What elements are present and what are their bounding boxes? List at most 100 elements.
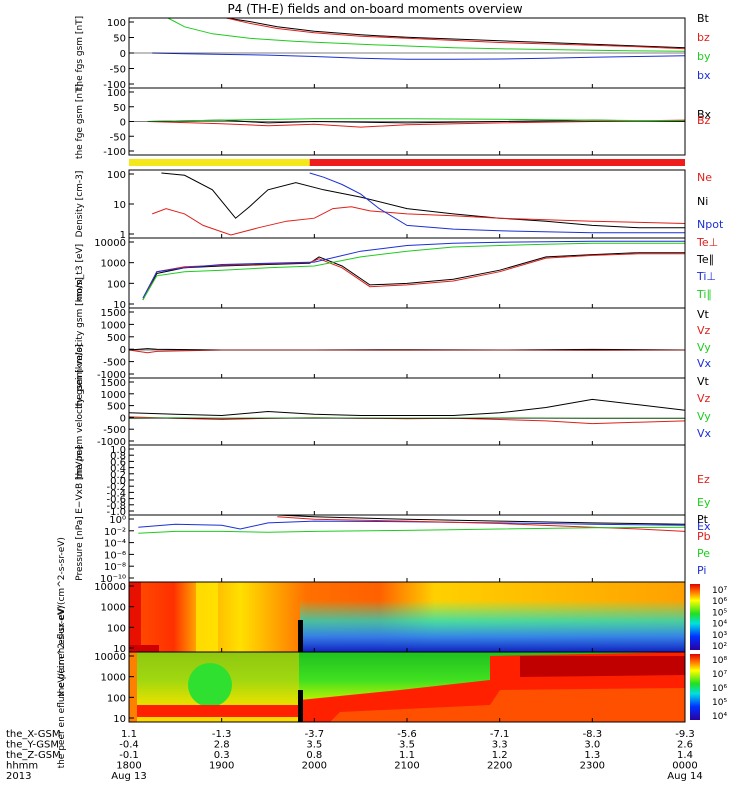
y-tick-label: 0	[120, 413, 126, 424]
y-tick-label: -1000	[97, 437, 126, 448]
series-pressure-Pt	[277, 514, 686, 525]
y-tick-label: 1000	[101, 673, 126, 684]
x-row-value: 2100	[394, 761, 419, 772]
y-tick-label: -100	[103, 147, 126, 158]
y-tick-label: 1000	[101, 603, 126, 614]
x-axis-table: the_X-GSM 1.1 -1.3 -3.7 -5.6 -7.1 -8.3 -9.3 the_…	[6, 84, 703, 782]
y-tick-label: 1000	[101, 390, 126, 401]
legend-temperature-0: Te⊥	[696, 236, 718, 249]
y-tick-label: 100	[107, 170, 126, 181]
legend-fgs_dsl-1: Bz	[697, 114, 711, 127]
y-tick-label: -0.8	[106, 501, 126, 512]
y-tick-label: 100	[107, 88, 126, 99]
colorbar-tick-label: 10⁷	[712, 670, 727, 680]
y-tick-label: 1.0	[110, 445, 126, 456]
series-density-Ni	[161, 172, 685, 229]
x-row-value: Aug 13	[111, 771, 146, 782]
ion-colorbar	[690, 584, 700, 650]
mode-bar	[129, 159, 685, 166]
y-axis-label: the peem velocity gsm [km/s]	[75, 344, 85, 479]
legend-pressure-0: Pt	[697, 513, 709, 526]
y-axis-label: the peir en eflux eV/(cm^2-s-sr-eV)	[57, 537, 67, 697]
electron-spectrogram-image	[129, 652, 685, 722]
x-row-value: 1900	[209, 761, 234, 772]
y-axis-label: the peer en eflux eV/(cm^2-s-sr-eV)	[57, 606, 67, 769]
legend-fgs-1: bz	[697, 31, 710, 44]
y-tick-label: 100	[107, 623, 126, 634]
x-row-value: 0000	[672, 761, 697, 772]
series-velocity_esa_i-Vz	[128, 349, 686, 354]
legend-density-0: Ne	[697, 171, 712, 184]
series-pressure-Pi	[138, 520, 686, 530]
y-tick-label: 10000	[94, 582, 126, 593]
y-axis-label: the fgs gsm [nT]	[75, 16, 85, 90]
x-row-value: Aug 14	[667, 771, 702, 782]
series-fgs_dsl-Bz	[147, 119, 686, 128]
panel-temperature: 10000 1000 100 10 mom_t3 [eV] Te⊥ Te∥ Ti⊥ Ti∥	[75, 236, 718, 311]
x-row-value: 1.1	[121, 729, 137, 740]
y-tick-label: 500	[107, 333, 126, 344]
y-tick-label: 10000	[94, 238, 126, 249]
legend-velocity_esa_e-0: Vt	[697, 375, 710, 388]
y-tick-label: 0.2	[110, 470, 126, 481]
y-tick-label: -0.6	[106, 495, 126, 506]
series-fgs-by	[167, 17, 686, 52]
x-row-label: the_X-GSM	[6, 729, 60, 740]
panel-frame	[128, 307, 686, 379]
legend-velocity_esa_i-3: Vx	[697, 357, 712, 370]
x-row-label: the_Z-GSM	[6, 750, 61, 761]
series-fgs-bz	[226, 17, 686, 50]
y-tick-label: 0	[120, 345, 126, 356]
y-tick-label: 500	[107, 402, 126, 413]
y-tick-label: 10⁻⁴	[104, 539, 126, 550]
legend-pressure-3: Pi	[697, 564, 706, 577]
y-tick-label: 0.6	[110, 457, 126, 468]
x-row-value: 1.2	[492, 750, 508, 761]
x-row-label: the_Y-GSM	[6, 740, 59, 751]
mode-bar-segment	[129, 159, 310, 166]
x-row-value: -7.1	[490, 729, 510, 740]
ion-spectrogram-image	[129, 582, 685, 652]
y-tick-label: 0.8	[110, 451, 126, 462]
y-tick-label: 0.4	[110, 464, 126, 475]
x-row-value: 3.3	[492, 740, 508, 751]
panel-frame	[128, 237, 686, 309]
series-temperature-Ti∥	[142, 242, 685, 301]
y-tick-label: 50	[113, 34, 126, 45]
y-tick-label: -500	[103, 358, 126, 369]
colorbar-tick-label: 10⁷	[712, 586, 727, 596]
colorbar-tick-label: 10⁴	[712, 712, 727, 722]
x-row-value: 3.5	[306, 740, 322, 751]
legend-velocity_esa_e-2: Vy	[697, 410, 711, 423]
colorbar-tick-label: 10²	[712, 642, 727, 652]
x-row-value: 1.4	[677, 750, 693, 761]
x-row-value: 1.3	[584, 750, 600, 761]
legend-fgs-3: bx	[697, 69, 711, 82]
y-tick-label: 0	[120, 118, 126, 129]
y-tick-label: 100	[107, 279, 126, 290]
panel-efield: 1.00.80.60.40.20.0-0.2-0.4-0.6-0.8-1.0 E−…	[75, 444, 711, 533]
y-axis-label: mom_t3 [eV]	[75, 244, 85, 302]
x-row-value: -3.7	[305, 729, 325, 740]
legend-velocity_esa_e-1: Vz	[697, 392, 711, 405]
legend-efield-2: Ex	[697, 520, 711, 533]
x-row-value: -1.3	[212, 729, 232, 740]
x-row-value: 2.6	[677, 740, 693, 751]
x-row-label: hhmm	[6, 761, 38, 772]
legend-velocity_esa_i-0: Vt	[697, 308, 710, 321]
y-tick-label: 10⁻²	[104, 527, 126, 538]
colorbar-group	[690, 584, 700, 720]
legend-fgs_dsl-0: Bx	[697, 108, 712, 121]
panel-frame	[128, 444, 686, 516]
legend-density-1: Ni	[697, 195, 708, 208]
y-tick-label: 10	[113, 300, 126, 311]
y-tick-label: 1500	[101, 378, 126, 389]
x-row-value: -9.3	[675, 729, 695, 740]
panel-density: 100 10 1 Density [cm-3] Ne Ni Npot	[75, 169, 724, 241]
y-axis-label: the peim velocity gsm [km/s]	[75, 277, 85, 409]
legend-fgs-2: by	[697, 50, 711, 63]
colorbar-tick-label: 10³	[712, 631, 727, 641]
y-tick-label: -1000	[97, 370, 126, 381]
legend-fgs-0: Bt	[697, 12, 710, 25]
